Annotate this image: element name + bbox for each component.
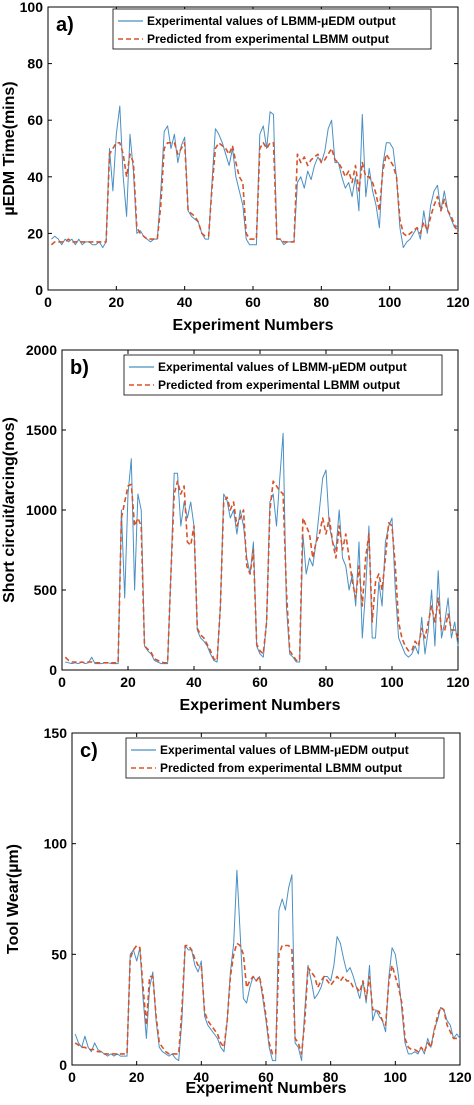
predicted-series-line — [74, 942, 461, 1055]
panel-label: b) — [70, 357, 89, 379]
y-tick-label: 100 — [44, 836, 68, 852]
x-tick-label: 100 — [378, 294, 402, 310]
x-tick-label: 120 — [448, 1069, 472, 1085]
y-tick-label: 50 — [51, 946, 67, 962]
x-tick-label: 60 — [252, 674, 268, 690]
x-tick-label: 100 — [380, 674, 404, 690]
legend-box — [112, 8, 432, 50]
plot-frame — [71, 732, 461, 1066]
x-tick-label: 20 — [109, 294, 125, 310]
chart-panel-2: 0 20 40 60 80 100 120 0 500 1000 1500 2000 Experimen… — [1, 342, 470, 714]
legend: Experimental values of LBMM-μEDM output P… — [112, 8, 432, 50]
y-tick-label: 1500 — [26, 422, 57, 438]
x-tick-label: 60 — [245, 294, 261, 310]
y-axis-label: Short circuit/arcing(nos) — [1, 417, 18, 603]
x-tick-label: 0 — [68, 1069, 76, 1085]
legend-label: Predicted from experimental LBMM output — [160, 761, 402, 775]
experimental-series-line — [65, 432, 459, 665]
y-tick-label: 40 — [27, 169, 43, 185]
x-tick-label: 80 — [314, 294, 330, 310]
x-tick-label: 40 — [177, 294, 193, 310]
panel-label: a) — [56, 14, 74, 36]
y-tick-label: 0 — [59, 1057, 67, 1073]
legend-label: Experimental values of LBMM-μEDM output — [147, 14, 396, 28]
predicted-series-line — [64, 480, 459, 664]
experimental-series-line — [51, 105, 459, 249]
y-tick-label: 20 — [27, 225, 43, 241]
x-tick-label: 120 — [446, 674, 470, 690]
x-tick-label: 80 — [323, 1069, 339, 1085]
legend: Experimental values of LBMM-μEDM output P… — [123, 354, 443, 396]
x-tick-label: 40 — [194, 1069, 210, 1085]
legend: Experimental values of LBMM-μEDM output P… — [125, 737, 445, 779]
y-tick-label: 1000 — [26, 502, 57, 518]
experimental-series-line — [74, 869, 461, 1062]
x-axis-label: Experiment Numbers — [173, 317, 334, 334]
y-tick-label: 500 — [34, 582, 58, 598]
x-tick-label: 40 — [186, 674, 202, 690]
x-tick-label: 20 — [129, 1069, 145, 1085]
y-tick-label: 150 — [44, 725, 68, 741]
legend-label: Experimental values of LBMM-μEDM output — [158, 360, 407, 374]
legend-label: Predicted from experimental LBMM output — [147, 32, 389, 46]
x-tick-label: 80 — [318, 674, 334, 690]
chart-panel-1: 0 20 40 60 80 100 120 0 20 40 60 80 100 Experiment Nu… — [1, 0, 470, 334]
x-tick-label: 0 — [44, 294, 52, 310]
y-tick-label: 80 — [27, 56, 43, 72]
x-tick-label: 60 — [258, 1069, 274, 1085]
y-tick-label: 0 — [35, 282, 43, 298]
x-tick-label: 0 — [58, 674, 66, 690]
y-axis-label: Tool Wear(µm) — [5, 844, 22, 954]
x-axis-label: Experiment Numbers — [180, 697, 341, 714]
legend-label: Experimental values of LBMM-μEDM output — [160, 743, 409, 757]
x-tick-label: 120 — [446, 294, 470, 310]
y-tick-label: 2000 — [26, 342, 57, 358]
y-tick-label: 100 — [20, 0, 44, 15]
x-axis-label: Experiment Numbers — [186, 1080, 347, 1097]
legend-box — [123, 354, 443, 396]
y-tick-label: 0 — [49, 662, 57, 678]
panel-label: c) — [80, 740, 98, 762]
x-tick-label: 20 — [120, 674, 136, 690]
legend-box — [125, 737, 445, 779]
predicted-series-line — [50, 142, 459, 246]
y-axis-label: µEDM Time(mins) — [1, 81, 18, 215]
chart-panel-3: 0 20 40 60 80 100 120 0 50 100 150 Experiment Numbe… — [5, 725, 472, 1097]
legend-label: Predicted from experimental LBMM output — [158, 378, 400, 392]
x-tick-label: 100 — [384, 1069, 408, 1085]
y-tick-label: 60 — [27, 112, 43, 128]
